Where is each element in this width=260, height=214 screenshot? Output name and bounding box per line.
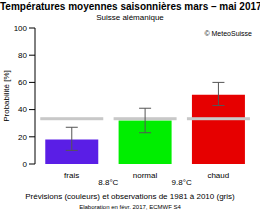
html-text:8.8°C: 8.8°C [98, 178, 119, 187]
svg-text:Probabilité [%]: Probabilité [%] [8, 70, 11, 122]
svg-text:frais: frais [64, 171, 79, 180]
svg-text:20: 20 [18, 133, 27, 142]
html-text:Elaboration en févr. 2017, ECM: Elaboration en févr. 2017, ECMWF S4 [79, 204, 181, 210]
svg-text:normal: normal [133, 171, 158, 180]
svg-text:chaud: chaud [207, 171, 229, 180]
svg-text:40: 40 [18, 105, 27, 114]
svg-text:60: 60 [18, 78, 27, 87]
svg-text:0: 0 [23, 160, 28, 169]
svg-text:100: 100 [14, 24, 28, 33]
html-text:9.8°C: 9.8°C [171, 178, 192, 187]
html-text:© MeteoSuisse: © MeteoSuisse [204, 30, 252, 37]
html-text:Suisse alémanique: Suisse alémanique [96, 13, 164, 22]
svg-text:80: 80 [18, 51, 27, 60]
html-text:Prévisions (couleurs) et obser: Prévisions (couleurs) et observations de… [25, 192, 235, 201]
